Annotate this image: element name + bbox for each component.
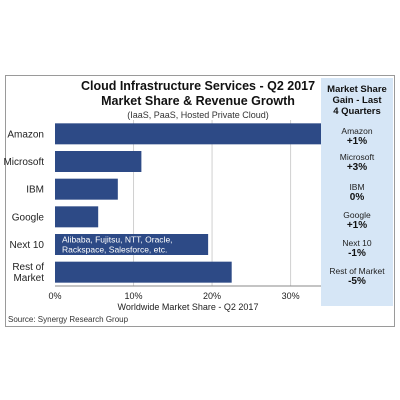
share-gain-title-line1: Market Share: [327, 84, 387, 95]
source-note: Source: Synergy Research Group: [8, 315, 129, 324]
share-gain-title: Market Share Gain - Last 4 Quarters: [321, 84, 393, 117]
bar-rest-of-market: [55, 261, 232, 283]
gain-name-rest-of-market: Rest of Market: [329, 266, 385, 276]
bar-annotation-line: Alibaba, Fujitsu, NTT, Oracle,: [62, 235, 173, 245]
category-label-ibm: IBM: [26, 185, 44, 196]
category-label-amazon: Amazon: [7, 129, 44, 140]
gain-name-google: Google: [343, 210, 371, 220]
share-gain-title-line2: Gain - Last: [332, 95, 382, 106]
gain-value-ibm: 0%: [349, 192, 365, 203]
x-axis-label: Worldwide Market Share - Q2 2017: [118, 302, 259, 312]
gain-value-rest-of-market: -5%: [348, 276, 366, 287]
gain-value-next-10: -1%: [348, 248, 366, 259]
gain-value-amazon: +1%: [346, 136, 368, 147]
gain-value-microsoft: +3%: [346, 162, 368, 173]
category-label-rest-of-market: Rest of Market: [12, 262, 44, 284]
bar-annotation-line: Rackspace, Salesforce, etc.: [62, 245, 167, 255]
share-gain-panel: Market Share Gain - Last 4 Quarters Amaz…: [321, 78, 393, 306]
chart-title-line2: Market Share & Revenue Growth: [101, 94, 295, 108]
bar-next-10: [55, 234, 209, 255]
gain-name-ibm: IBM: [349, 182, 365, 192]
category-label-next-10: Next 10: [10, 240, 45, 251]
gain-name-amazon: Amazon: [341, 126, 373, 136]
chart-title: Cloud Infrastructure Services - Q2 2017: [80, 79, 316, 93]
x-tick-label: 10%: [125, 291, 143, 301]
category-label-microsoft: Microsoft: [3, 157, 44, 168]
category-label-google: Google: [12, 212, 45, 223]
bar-google: [55, 206, 99, 228]
bar-ibm: [55, 178, 118, 200]
chart-subtitle: (IaaS, PaaS, Hosted Private Cloud): [127, 110, 269, 120]
x-tick-label: 30%: [282, 291, 300, 301]
x-tick-label: 0%: [48, 291, 61, 301]
gain-name-microsoft: Microsoft: [339, 152, 375, 162]
bar-amazon: [55, 123, 322, 145]
bar-microsoft: [55, 151, 142, 172]
x-tick-label: 20%: [203, 291, 221, 301]
gain-name-next-10: Next 10: [342, 238, 372, 248]
share-gain-title-line3: 4 Quarters: [333, 106, 381, 117]
gain-value-google: +1%: [346, 220, 368, 231]
